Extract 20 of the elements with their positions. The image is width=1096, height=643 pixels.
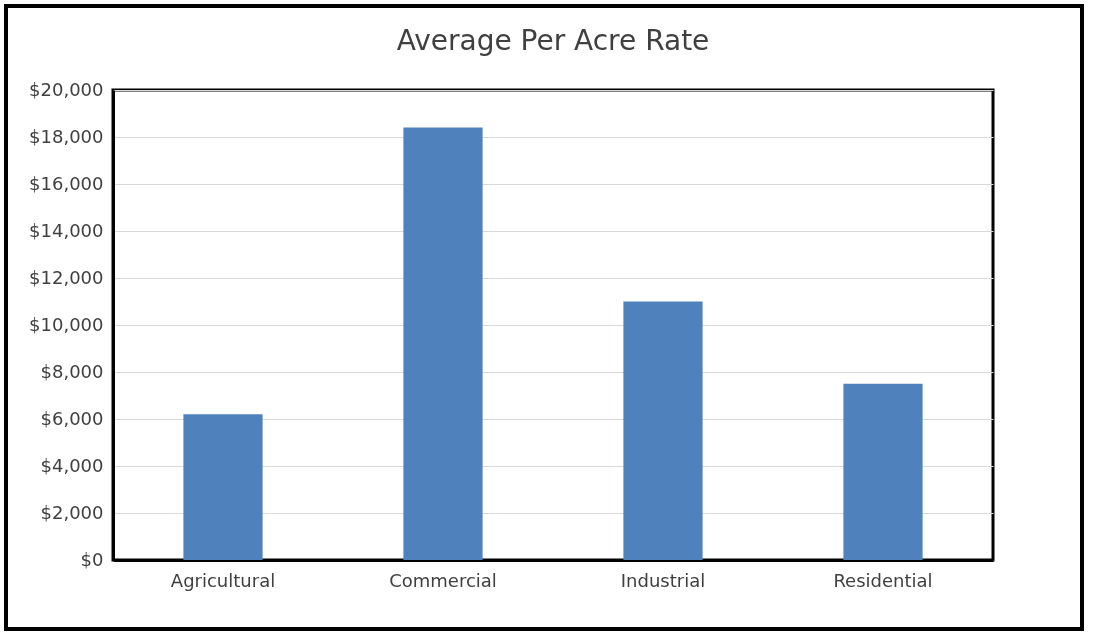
bar: [843, 383, 923, 560]
y-tick-label: $14,000: [29, 219, 104, 241]
y-tick-label: $6,000: [40, 407, 104, 429]
y-tick-label: $0: [80, 548, 104, 570]
y-tick-label: $20,000: [29, 78, 104, 100]
bar: [623, 301, 703, 560]
x-tick-label: Agricultural: [170, 569, 276, 591]
chart-title: Average Per Acre Rate: [396, 24, 710, 57]
y-tick-label: $18,000: [29, 125, 104, 147]
y-tick-label: $12,000: [29, 266, 104, 288]
x-tick-label: Residential: [833, 569, 933, 591]
bar: [403, 127, 483, 560]
bar: [183, 414, 263, 560]
y-tick-label: $8,000: [40, 360, 104, 382]
y-tick-label: $10,000: [29, 313, 104, 335]
x-tick-label: Industrial: [620, 569, 706, 591]
y-tick-label: $16,000: [29, 172, 104, 194]
y-tick-label: $4,000: [40, 454, 104, 476]
y-tick-label: $2,000: [40, 501, 104, 523]
x-tick-label: Commercial: [389, 569, 497, 591]
